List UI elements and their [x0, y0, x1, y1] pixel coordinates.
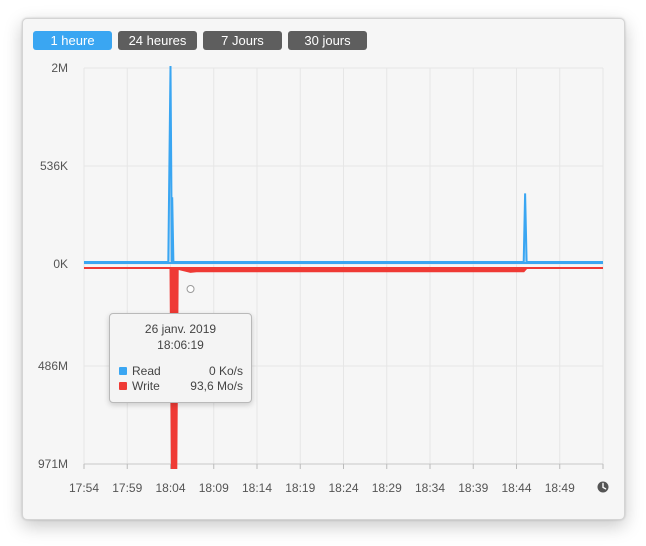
y-tick-label: 0K [53, 257, 68, 271]
tooltip-write-label: Write [132, 379, 160, 393]
x-tick-label: 18:39 [458, 481, 488, 495]
chart-tick-labels: 17:54 17:59 18:04 18:09 18:14 18:19 18:24 18:29… [38, 61, 575, 495]
read-line [84, 65, 603, 263]
x-tick-label: 18:44 [501, 481, 531, 495]
tooltip-row-write: Write 93,6 Mo/s [119, 379, 243, 394]
x-tick-label: 18:04 [155, 481, 185, 495]
y-tick-label: 2M [51, 61, 68, 75]
hover-marker [186, 285, 195, 293]
tooltip-read-label: Read [132, 364, 161, 378]
x-tick-label: 17:59 [112, 481, 142, 495]
chart-grid [83, 67, 604, 465]
x-tick-label: 18:34 [415, 481, 445, 495]
tooltip-time: 18:06:19 [157, 338, 204, 352]
tab-7-days[interactable]: 7 Jours [203, 31, 282, 50]
write-swatch [119, 382, 127, 390]
tooltip-date: 26 janv. 2019 [144, 322, 217, 336]
y-tick-label: 536K [40, 159, 68, 173]
x-tick-label: 18:14 [242, 481, 272, 495]
x-tick-label: 18:19 [285, 481, 315, 495]
tooltip-row-read: Read 0 Ko/s [119, 364, 243, 379]
clock-icon[interactable] [597, 481, 609, 493]
tooltip-read-value: 0 Ko/s [208, 364, 243, 378]
y-tick-label: 971M [38, 457, 68, 471]
read-swatch [119, 367, 127, 375]
tab-1-hour[interactable]: 1 heure [33, 31, 112, 50]
y-tick-label: 486M [38, 359, 68, 373]
x-tick-label: 18:29 [372, 481, 402, 495]
tooltip-write-value: 93,6 Mo/s [190, 379, 243, 393]
tab-30-days[interactable]: 30 jours [288, 31, 367, 50]
x-tick-label: 18:24 [328, 481, 358, 495]
chart-axes [83, 463, 604, 469]
x-tick-label: 17:54 [69, 481, 99, 495]
x-tick-label: 18:09 [199, 481, 229, 495]
data-tooltip: 26 janv. 2019 18:06:19 Read 0 Ko/s Write… [109, 313, 252, 403]
x-tick-label: 18:49 [545, 481, 575, 495]
tab-24-hours[interactable]: 24 heures [118, 31, 197, 50]
